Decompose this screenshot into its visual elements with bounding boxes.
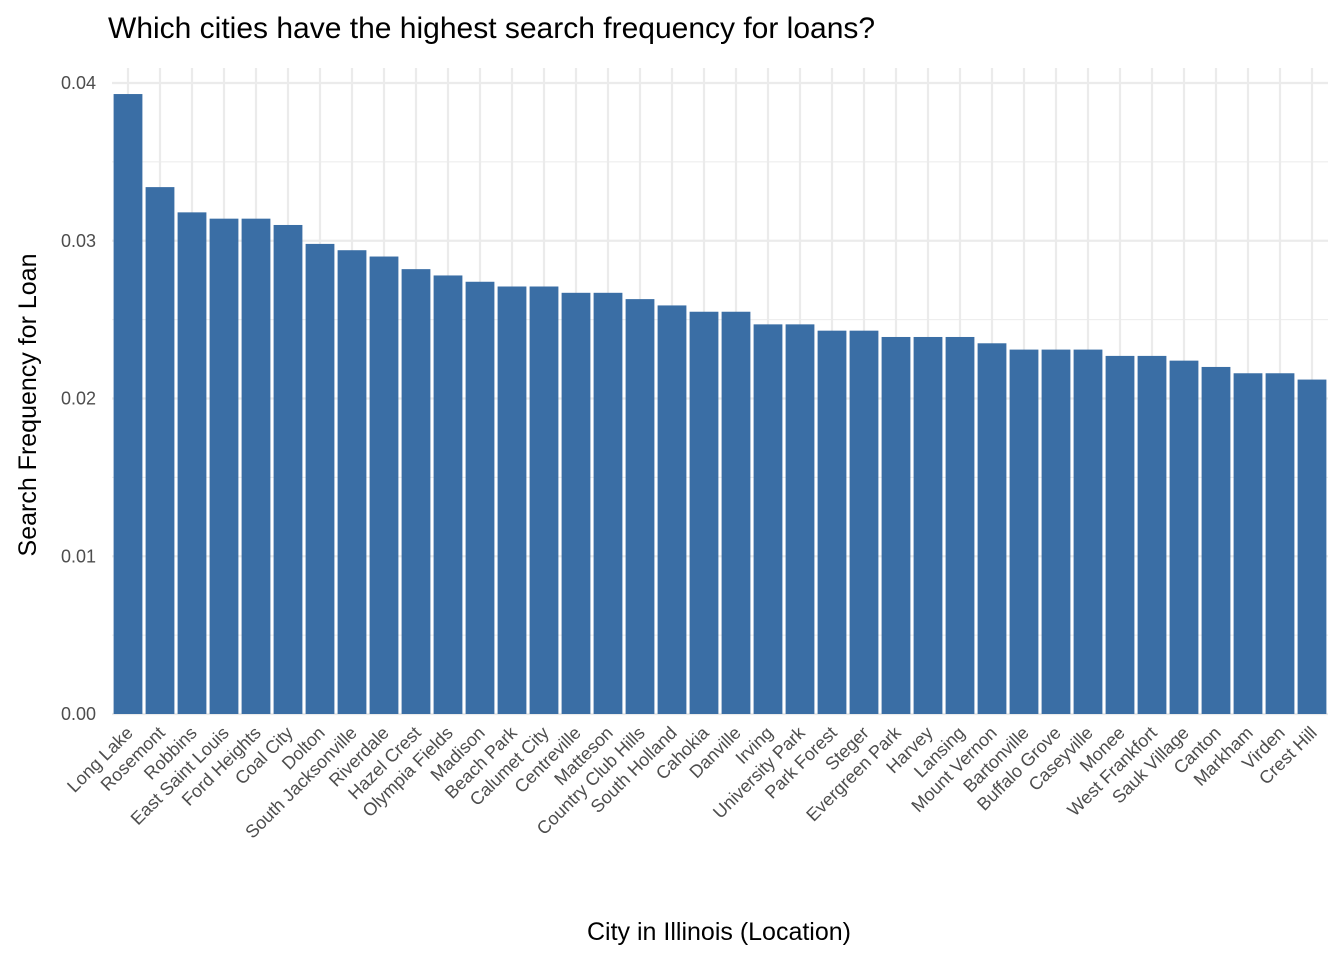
bar-madison [465, 281, 495, 714]
y-tick-label: 0.01 [61, 546, 96, 566]
bar-dolton [305, 243, 335, 714]
bars [113, 94, 1327, 715]
bar-ford-heights [241, 218, 271, 715]
bar-steger [849, 330, 879, 714]
bar-harvey [913, 336, 943, 714]
bar-park-forest [817, 330, 847, 714]
bar-rosemont [145, 187, 175, 715]
bar-evergreen-park [881, 336, 911, 714]
bar-university-park [785, 324, 815, 714]
y-axis-title: Search Frequency for Loan [14, 254, 42, 557]
bar-bartonville [1009, 349, 1039, 714]
bar-west-frankfort [1137, 355, 1167, 714]
bar-sauk-village [1169, 360, 1199, 714]
bar-mount-vernon [977, 343, 1007, 714]
bar-long-lake [113, 94, 143, 715]
bar-monee [1105, 355, 1135, 714]
bar-olympia-fields [433, 275, 463, 714]
bar-south-jacksonville [337, 250, 367, 714]
y-tick-label: 0.00 [61, 704, 96, 724]
bar-calumet-city [529, 286, 559, 714]
y-tick-label: 0.02 [61, 389, 96, 409]
bar-coal-city [273, 224, 303, 714]
bar-centreville [561, 292, 591, 714]
bar-caseyville [1073, 349, 1103, 714]
bar-canton [1201, 366, 1231, 714]
bar-beach-park [497, 286, 527, 714]
bar-cahokia [689, 311, 719, 714]
bar-markham [1233, 373, 1263, 714]
x-axis-title: City in Illinois (Location) [587, 918, 851, 946]
y-tick-label: 0.03 [61, 231, 96, 251]
bar-riverdale [369, 256, 399, 714]
bar-irving [753, 324, 783, 714]
bar-country-club-hills [625, 299, 655, 714]
bar-matteson [593, 292, 623, 714]
bar-danville [721, 311, 751, 714]
y-tick-label: 0.04 [61, 73, 96, 93]
y-axis-ticks: 0.00 0.01 0.02 0.03 0.04 [61, 73, 96, 724]
bar-buffalo-grove [1041, 349, 1071, 714]
bar-south-holland [657, 305, 687, 714]
bar-east-saint-louis [209, 218, 239, 715]
bar-virden [1265, 373, 1295, 714]
bar-robbins [177, 212, 207, 715]
bar-hazel-crest [401, 269, 431, 714]
bar-lansing [945, 336, 975, 714]
bar-crest-hill [1297, 379, 1327, 714]
chart-title: Which cities have the highest search fre… [108, 12, 875, 45]
